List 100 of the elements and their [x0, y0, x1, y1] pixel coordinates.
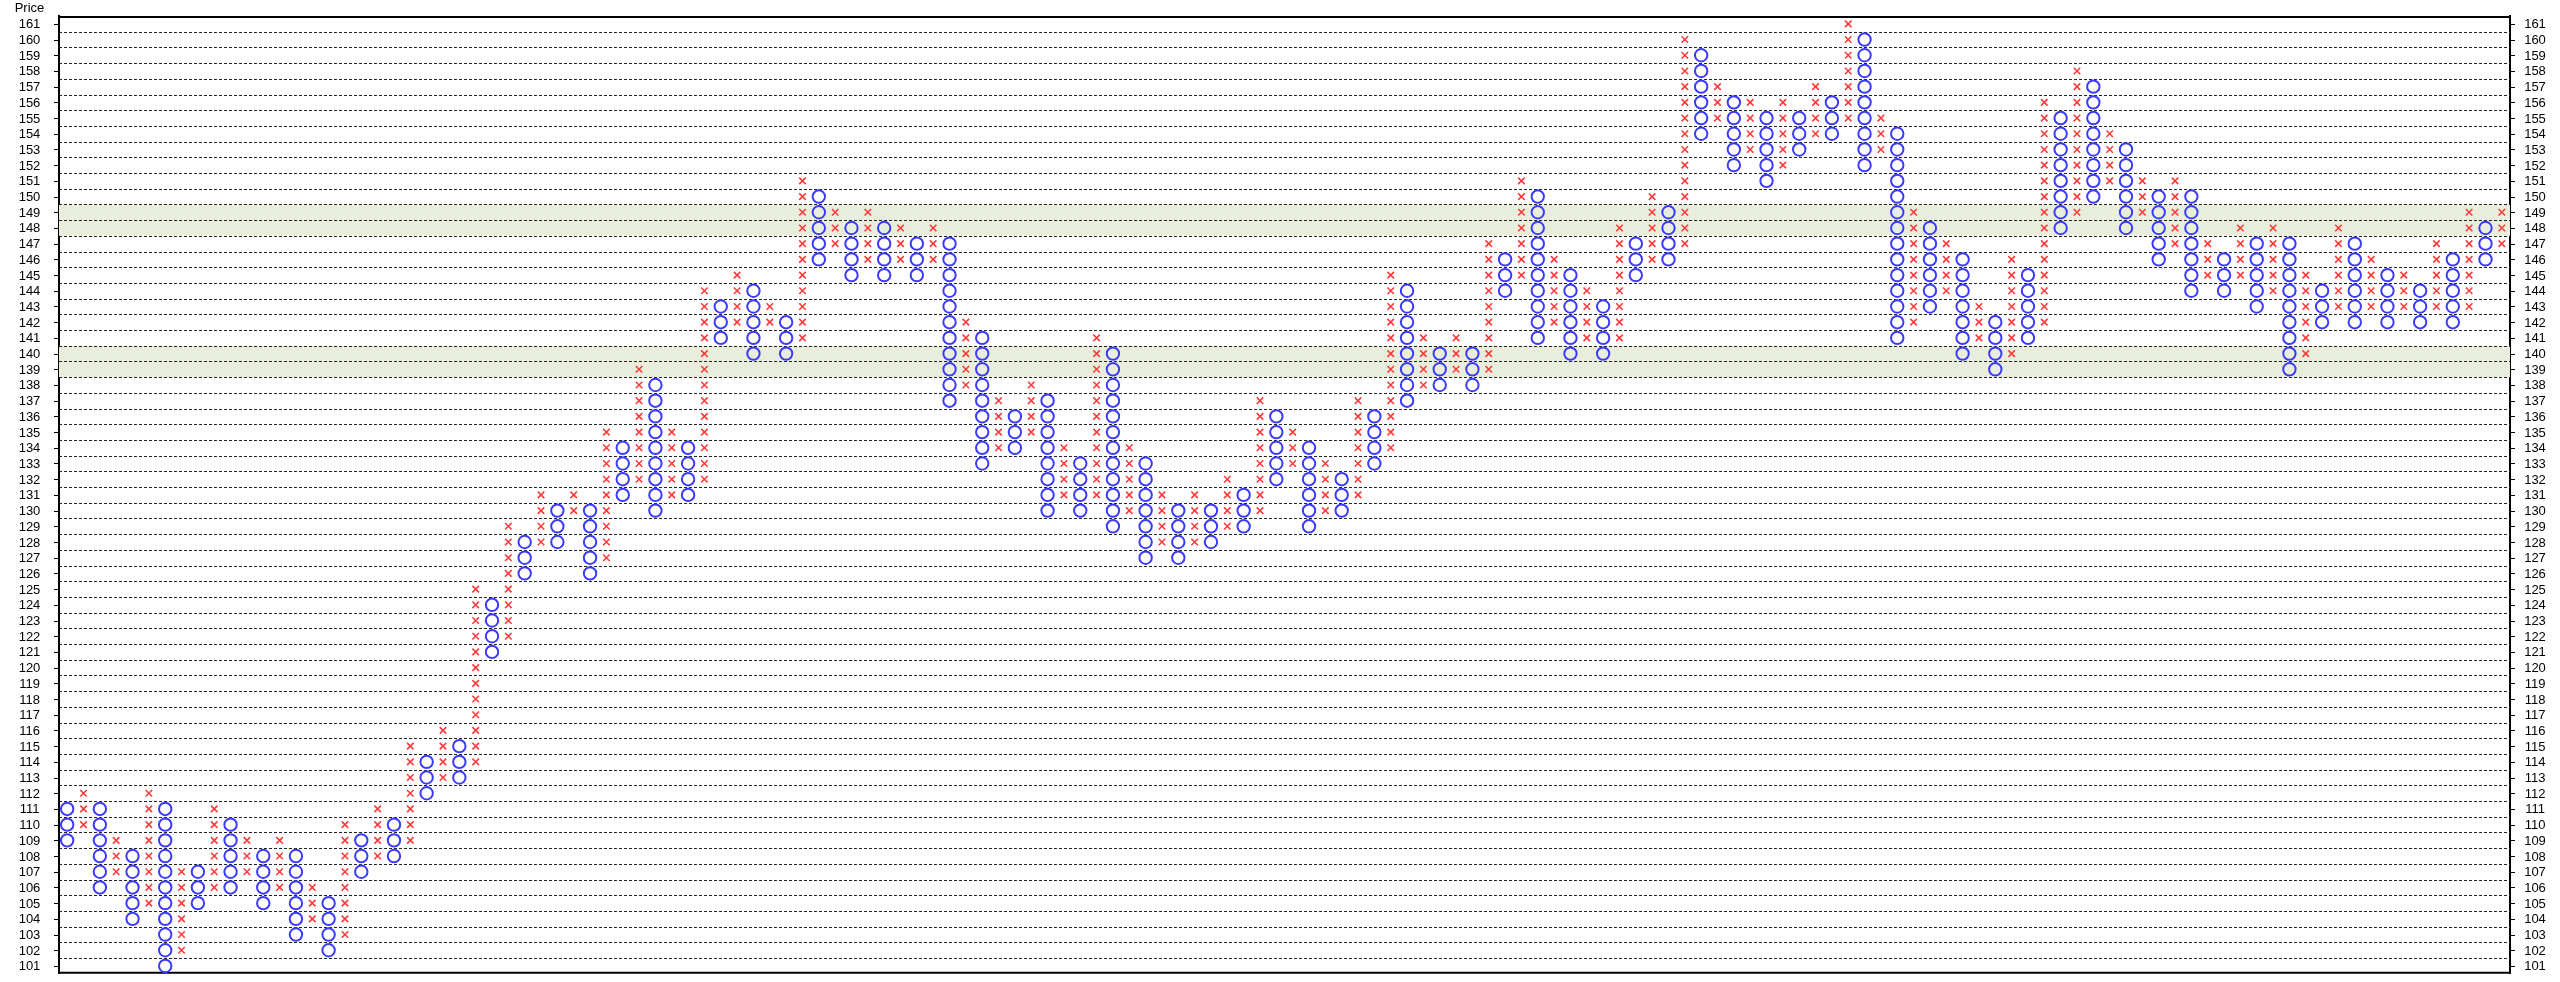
y2-tick-label: 138 — [2524, 377, 2546, 393]
y2-tick-label: 110 — [2524, 817, 2546, 833]
point — [1353, 428, 1363, 437]
point — [2020, 283, 2036, 298]
y2-tick-label: 116 — [2524, 722, 2546, 738]
point — [2072, 129, 2082, 138]
point — [975, 346, 990, 361]
y2-tick-label: 154 — [2524, 126, 2546, 142]
y2-tick-label: 140 — [2524, 346, 2546, 362]
point — [1890, 157, 1905, 173]
point — [700, 302, 709, 311]
point — [746, 299, 761, 314]
point — [504, 553, 513, 562]
y-tick-label: 128 — [18, 534, 41, 550]
y2-tick-label: 150 — [2524, 189, 2546, 205]
y2-tick-label: 146 — [2524, 251, 2546, 267]
point — [1484, 271, 1493, 280]
y-tick-label: 137 — [18, 393, 41, 409]
y2-tick-label: 122 — [2524, 628, 2546, 644]
y2-tick-label: 127 — [2524, 550, 2546, 566]
point — [975, 393, 990, 408]
y2-tick-label: 109 — [2524, 832, 2546, 848]
y-tick-label: 138 — [18, 377, 41, 393]
point — [1092, 428, 1101, 437]
point — [92, 817, 108, 832]
point — [406, 773, 415, 782]
y-tick-label: 113 — [19, 770, 40, 786]
point — [2301, 271, 2310, 280]
point — [2040, 255, 2049, 264]
point — [1890, 236, 1905, 251]
point — [125, 848, 140, 864]
point — [1255, 428, 1265, 437]
y2-tick-label: 130 — [2524, 503, 2546, 519]
point — [158, 817, 173, 832]
point — [1386, 302, 1395, 311]
point — [2380, 267, 2395, 283]
point — [602, 428, 611, 437]
y2-tick-label: 135 — [2524, 424, 2546, 440]
y-tick-label: 104 — [18, 911, 41, 927]
point — [2040, 208, 2049, 217]
point — [2072, 98, 2082, 107]
point — [876, 220, 892, 236]
y2-tick-label: 105 — [2524, 895, 2546, 911]
y-tick-label: 155 — [18, 110, 41, 126]
y-tick-label: 117 — [19, 707, 40, 723]
point — [1517, 176, 1526, 185]
y-tick-label: 161 — [18, 16, 41, 32]
point — [798, 239, 807, 248]
point — [1138, 503, 1153, 518]
point — [2465, 239, 2474, 248]
point — [961, 318, 970, 327]
y-tick-label: 116 — [19, 722, 40, 738]
point — [1484, 286, 1493, 295]
point — [1484, 318, 1493, 327]
point — [1844, 19, 1853, 28]
point — [1125, 459, 1134, 468]
point — [2432, 239, 2441, 248]
y-tick-label: 131 — [18, 487, 41, 503]
y2-tick-label: 103 — [2524, 927, 2546, 943]
point — [1680, 161, 1689, 170]
point — [1726, 110, 1742, 126]
point — [2301, 302, 2310, 311]
point — [635, 380, 644, 390]
point — [2236, 223, 2245, 233]
point — [2170, 192, 2180, 201]
point — [471, 647, 480, 656]
point — [1922, 252, 1938, 267]
y-tick-label: 105 — [18, 895, 41, 911]
y-tick-label: 149 — [18, 204, 41, 220]
y-tick-label: 108 — [18, 848, 41, 864]
point — [2184, 189, 2199, 204]
y2-tick-label: 160 — [2524, 32, 2546, 48]
point — [158, 833, 173, 848]
point — [471, 694, 480, 704]
point — [1693, 79, 1709, 94]
y2-tick-label: 148 — [2524, 220, 2546, 236]
point — [2184, 220, 2199, 236]
point — [2445, 267, 2461, 283]
point — [1484, 302, 1493, 311]
point — [1988, 314, 2003, 330]
point — [1726, 95, 1742, 110]
y-tick-label: 143 — [18, 298, 41, 314]
point — [2465, 208, 2474, 217]
point — [2086, 79, 2101, 94]
point — [1399, 346, 1415, 361]
point — [798, 208, 807, 217]
point — [1582, 286, 1591, 295]
point — [1386, 365, 1395, 374]
point — [1844, 66, 1853, 76]
point — [2118, 173, 2134, 189]
point — [1890, 205, 1905, 220]
point — [1759, 110, 1774, 126]
point — [700, 428, 709, 437]
y-tick-label: 110 — [19, 817, 40, 833]
point — [158, 801, 173, 817]
y2-tick-label: 129 — [2524, 518, 2546, 534]
y-tick-label: 106 — [18, 879, 41, 895]
point — [288, 848, 304, 864]
point — [158, 880, 173, 895]
point — [1680, 176, 1689, 185]
